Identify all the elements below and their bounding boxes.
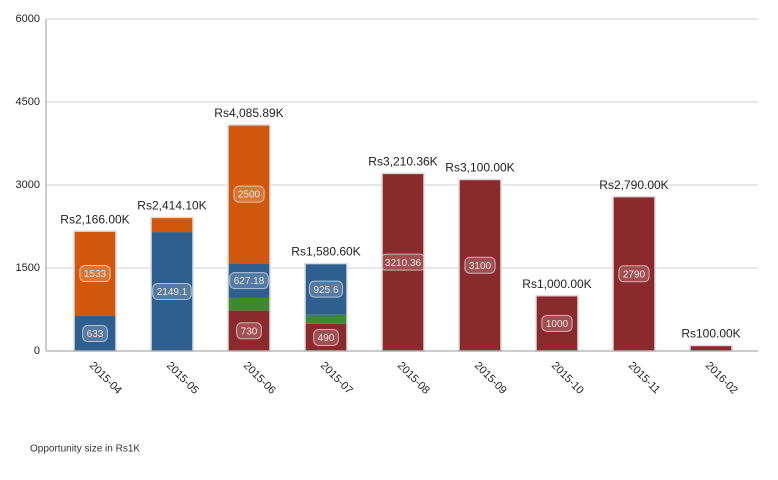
total-label: Rs2,790.00K	[599, 178, 668, 192]
bar-segment	[151, 232, 193, 351]
bar-segment	[228, 310, 270, 351]
bar-segment	[459, 179, 501, 351]
total-label: Rs4,085.89K	[214, 106, 283, 120]
x-tick-label: 2015-09	[472, 360, 509, 397]
segment-label: 730	[241, 326, 258, 337]
segment-label-box	[618, 265, 650, 283]
segment-label: 2790	[623, 269, 646, 280]
segment-label-box	[229, 272, 269, 290]
y-tick-label: 4500	[16, 96, 40, 108]
footnote: Opportunity size in Rs1K	[30, 444, 140, 455]
bar-segment	[690, 345, 732, 351]
bar-segment	[74, 231, 116, 316]
segment-label-box	[82, 324, 108, 342]
segment-label-box	[464, 256, 496, 274]
segment-label: 925.6	[313, 285, 338, 296]
bar-segment	[305, 314, 347, 324]
segment-label: 2500	[238, 190, 261, 201]
bar-segment	[305, 323, 347, 351]
bar-segment	[536, 295, 578, 351]
total-label: Rs3,210.36K	[368, 155, 437, 169]
x-tick-label: 2015-05	[164, 360, 201, 397]
total-label: Rs100.00K	[681, 327, 740, 341]
segment-label-box	[233, 185, 265, 203]
bar-segment	[305, 263, 347, 315]
segment-label-box	[236, 322, 262, 340]
segment-label: 3210.36	[385, 258, 422, 269]
segment-label-box	[152, 283, 192, 301]
x-tick-label: 2015-08	[395, 360, 432, 397]
bar-segment	[151, 217, 193, 233]
y-tick-label: 0	[34, 345, 40, 357]
total-label: Rs2,414.10K	[137, 199, 206, 213]
bar-segment	[228, 263, 270, 298]
total-label: Rs1,000.00K	[522, 277, 591, 291]
segment-label-box	[79, 265, 111, 283]
x-tick-label: 2015-04	[87, 360, 124, 397]
segment-label: 3100	[469, 261, 492, 272]
segment-label: 2149.1	[157, 287, 188, 298]
bar-segment	[613, 196, 655, 351]
segment-label-box	[541, 314, 573, 332]
bar-segment	[228, 124, 270, 264]
total-label: Rs1,580.60K	[291, 245, 360, 259]
segment-label: 627.18	[234, 276, 265, 287]
y-tick-label: 1500	[16, 262, 40, 274]
segment-label: 1533	[84, 269, 107, 280]
x-tick-label: 2015-06	[241, 360, 278, 397]
segment-label-box	[380, 253, 426, 271]
bar-segment	[228, 297, 270, 311]
segment-label: 1000	[546, 319, 569, 330]
x-tick-label: 2016-02	[703, 360, 740, 397]
y-tick-label: 6000	[16, 13, 40, 25]
segment-label: 490	[318, 333, 335, 344]
bar-segment	[74, 315, 116, 351]
bar-segment	[382, 173, 424, 351]
x-tick-label: 2015-07	[318, 360, 355, 397]
segment-label-box	[308, 280, 344, 298]
y-tick-label: 3000	[16, 179, 40, 191]
segment-label-box	[313, 328, 339, 346]
total-label: Rs2,166.00K	[60, 212, 129, 226]
x-tick-label: 2015-10	[549, 360, 586, 397]
x-tick-label: 2015-11	[626, 360, 662, 396]
total-label: Rs3,100.00K	[445, 161, 514, 175]
segment-label: 633	[87, 329, 104, 340]
